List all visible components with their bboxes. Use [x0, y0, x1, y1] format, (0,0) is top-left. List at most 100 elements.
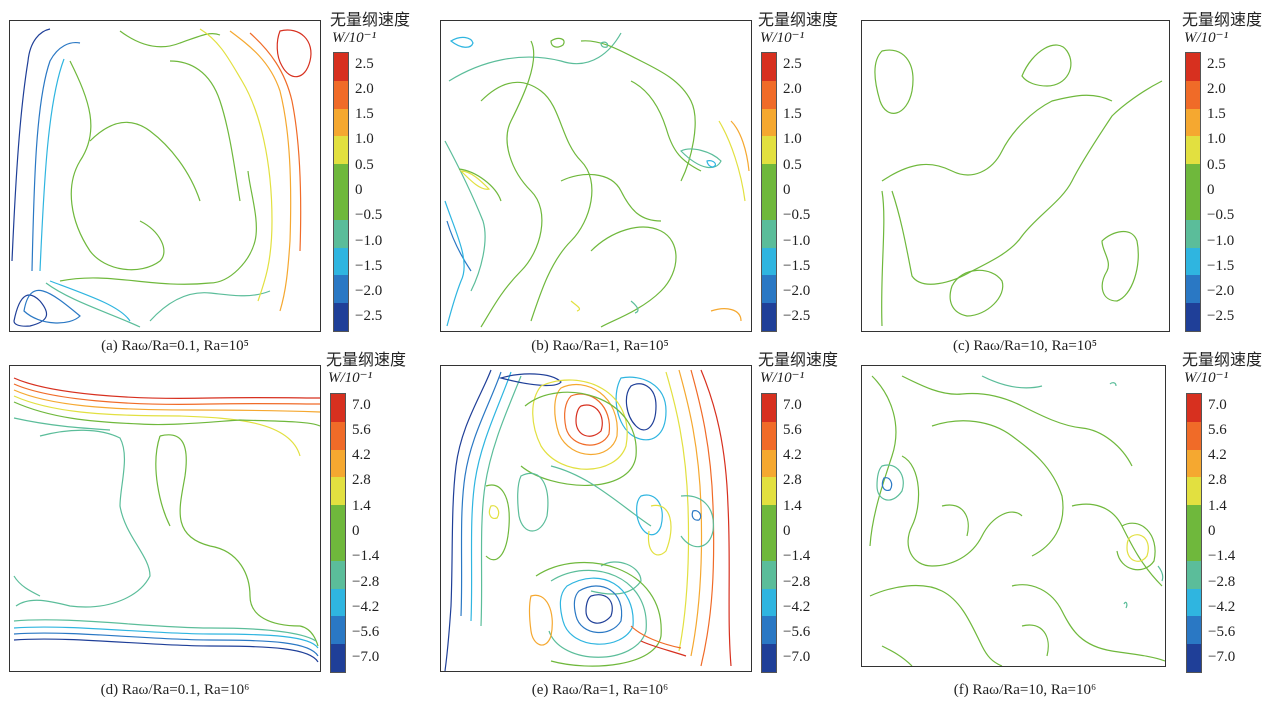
colorbar-segment	[1187, 588, 1201, 617]
colorbar-tick-label: 5.6	[1208, 421, 1227, 438]
colorbar-segment	[1187, 505, 1201, 533]
colorbar-segment	[762, 275, 776, 304]
contour-plot-d	[9, 365, 321, 672]
colorbar-segment	[762, 394, 776, 422]
colorbar-segment	[334, 191, 348, 220]
colorbar-tick-label: 1.0	[355, 131, 374, 148]
colorbar-tick-label: −2.5	[1207, 308, 1235, 325]
colorbar-tick-label: −0.5	[355, 207, 383, 224]
colorbar-tick-label: 4.2	[352, 447, 371, 464]
colorbar-unit: W/10⁻¹	[328, 370, 373, 386]
caption-b: (b) Raω/Ra=1, Ra=10⁵	[531, 338, 669, 354]
contour-lines-a	[11, 28, 312, 328]
colorbar-tick-label: −1.5	[783, 257, 811, 274]
colorbar-tick-label: −2.0	[1207, 283, 1235, 300]
colorbar-bar	[1186, 393, 1202, 673]
colorbar-tick-label: 1.5	[355, 106, 374, 123]
contour-lines-b	[444, 32, 750, 328]
colorbar-segment	[334, 53, 348, 81]
colorbar-segment	[334, 275, 348, 304]
colorbar-tick-label: 2.8	[1208, 472, 1227, 489]
colorbar-tick-label: 2.0	[783, 80, 802, 97]
colorbar-tick-label: −2.8	[352, 573, 380, 590]
caption-d: (d) Raω/Ra=0.1, Ra=10⁶	[100, 682, 250, 698]
colorbar-bar	[761, 393, 777, 673]
colorbar-tick-label: 2.8	[783, 472, 802, 489]
colorbar-tick-label: −2.0	[355, 283, 383, 300]
colorbar-tick-label: 2.5	[783, 55, 802, 72]
colorbar-tick-label: −1.0	[1207, 232, 1235, 249]
colorbar-segment	[1187, 644, 1201, 672]
colorbar-segment	[1186, 108, 1200, 137]
colorbar-title: 无量纲速度	[758, 10, 839, 29]
colorbar-tick-label: 2.0	[1207, 80, 1226, 97]
contour-plot-c	[861, 20, 1170, 332]
colorbar-tick-label: −1.4	[352, 548, 380, 565]
colorbar-segment	[331, 532, 345, 561]
colorbar-segment	[331, 421, 345, 450]
colorbar-tick-label: −1.5	[355, 257, 383, 274]
colorbar-segment	[1186, 303, 1200, 331]
colorbar-tick-label: 0.5	[1207, 156, 1226, 173]
colorbar-segment	[331, 560, 345, 589]
colorbar-segment	[762, 449, 776, 478]
colorbar-segment	[334, 136, 348, 165]
colorbar-tick-label: 0	[783, 182, 791, 198]
colorbar-tick-label: 1.4	[1208, 497, 1227, 514]
colorbar-segment	[1186, 136, 1200, 165]
colorbar-tick-label: 1.4	[783, 497, 802, 514]
contour-plot-e	[440, 365, 752, 672]
colorbar-tick-label: 0.5	[783, 156, 802, 173]
colorbar-title: 无量纲速度	[326, 350, 407, 369]
colorbar-tick-label: −5.6	[783, 624, 811, 641]
colorbar-segment	[762, 421, 776, 450]
colorbar-unit: W/10⁻¹	[760, 30, 805, 46]
colorbar-segment	[1187, 616, 1201, 645]
colorbar-segment	[334, 164, 348, 192]
colorbar-segment	[762, 108, 776, 137]
colorbar-tick-label: −0.5	[1207, 207, 1235, 224]
colorbar-segment	[1187, 421, 1201, 450]
colorbar-segment	[1187, 394, 1201, 422]
colorbar-tick-label: 2.0	[355, 80, 374, 97]
colorbar-segment	[762, 644, 776, 672]
colorbar-segment	[331, 449, 345, 478]
colorbar-segment	[334, 303, 348, 331]
colorbar-segment	[331, 477, 345, 506]
colorbar-segment	[1186, 247, 1200, 276]
colorbar-title: 无量纲速度	[1182, 350, 1263, 369]
colorbar-segment	[331, 588, 345, 617]
contour-lines-c	[874, 44, 1163, 327]
colorbar-segment	[1186, 219, 1200, 248]
colorbar-tick-label: −7.0	[352, 649, 380, 666]
colorbar-segment	[331, 644, 345, 672]
colorbar-segment	[331, 616, 345, 645]
caption-f: (f) Raω/Ra=10, Ra=10⁶	[953, 682, 1097, 698]
colorbar-segment	[1186, 275, 1200, 304]
colorbar-segment	[1186, 53, 1200, 81]
colorbar-segment	[762, 477, 776, 506]
colorbar-bar	[761, 52, 777, 332]
colorbar-segment	[1187, 560, 1201, 589]
colorbar-tick-label: −0.5	[783, 207, 811, 224]
colorbar-tick-label: 0	[352, 523, 360, 539]
contour-plot-a	[9, 20, 321, 332]
colorbar-tick-label: 2.5	[355, 55, 374, 72]
colorbar-title: 无量纲速度	[1182, 10, 1263, 29]
colorbar-tick-label: 5.6	[783, 421, 802, 438]
colorbar-tick-label: −5.6	[352, 624, 380, 641]
colorbar-tick-label: 2.5	[1207, 55, 1226, 72]
colorbar-tick-label: −7.0	[1208, 649, 1236, 666]
colorbar-segment	[762, 191, 776, 220]
colorbar-tick-label: −2.8	[783, 573, 811, 590]
caption-c: (c) Raω/Ra=10, Ra=10⁵	[952, 338, 1098, 354]
colorbar-tick-label: 1.4	[352, 497, 371, 514]
caption-e: (e) Raω/Ra=1, Ra=10⁶	[531, 682, 669, 698]
colorbar-tick-label: 7.0	[352, 396, 371, 413]
colorbar-segment	[762, 80, 776, 109]
contour-lines-d	[13, 377, 320, 663]
colorbar-tick-label: −5.6	[1208, 624, 1236, 641]
contour-lines-f	[869, 375, 1165, 666]
colorbar-segment	[762, 303, 776, 331]
colorbar-title: 无量纲速度	[758, 350, 839, 369]
